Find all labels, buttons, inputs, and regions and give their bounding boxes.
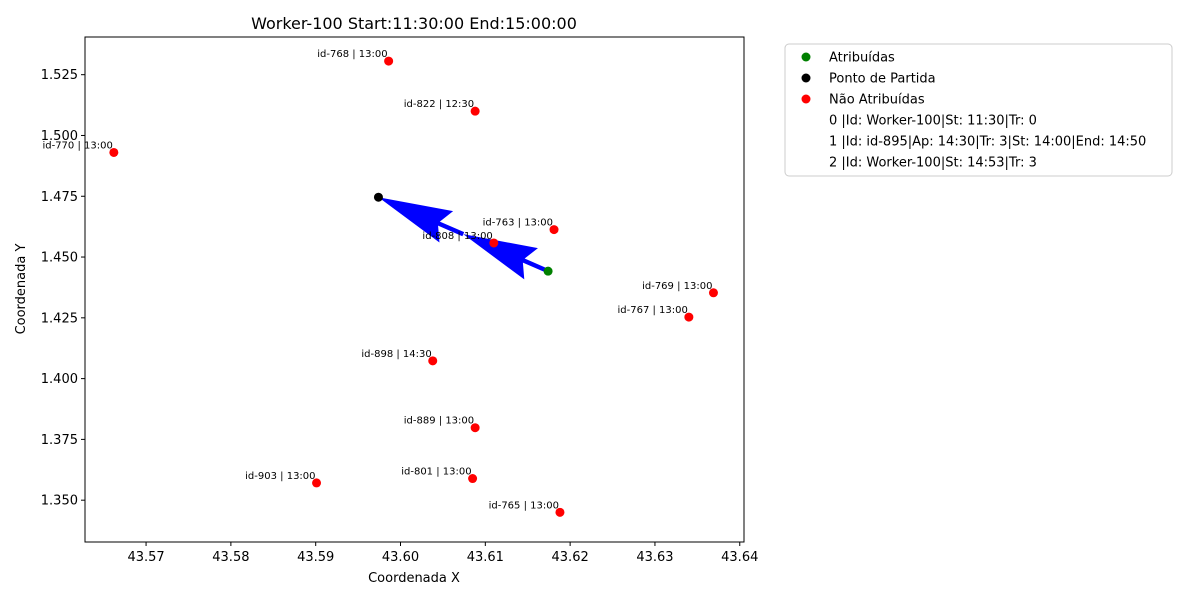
plot-frame (84, 36, 745, 543)
point-label: id-767 | 13:00 (617, 305, 687, 316)
data-point (470, 423, 480, 433)
route-arrows (378, 197, 549, 280)
legend-route-entry: 0 |Id: Worker-100|St: 11:30|Tr: 0 (829, 114, 1037, 129)
legend-entry: Ponto de Partida (829, 72, 936, 87)
y-tick-label: 1.375 (41, 433, 78, 448)
data-point (549, 225, 559, 235)
point-label: id-889 | 13:00 (404, 416, 474, 427)
legend-marker (801, 52, 811, 62)
point-label: id-822 | 12:30 (404, 99, 474, 110)
x-tick-label: 43.58 (212, 550, 249, 565)
x-tick-label: 43.60 (382, 550, 419, 565)
data-point (312, 478, 322, 488)
x-tick-label: 43.62 (552, 550, 589, 565)
point-label: id-763 | 13:00 (483, 218, 553, 229)
data-point (555, 507, 565, 517)
legend-box (784, 43, 1173, 177)
y-tick-label: 1.425 (41, 311, 78, 326)
data-point (468, 474, 478, 484)
data-point (489, 238, 499, 248)
x-axis-ticks: 43.57 43.58 43.59 43.60 43.61 43.62 43.63 43.64 (127, 542, 758, 565)
y-axis-ticks: 1.350 1.375 1.400 1.425 1.450 1.475 1.500 1.525 (41, 68, 85, 509)
chart-title: Worker-100 Start:11:30:00 End:15:00:00 (251, 14, 577, 33)
legend-route-entry: 2 |Id: Worker-100|St: 14:53|Tr: 3 (829, 156, 1037, 171)
y-tick-label: 1.450 (41, 251, 78, 266)
point-label: id-769 | 13:00 (642, 281, 712, 292)
data-point (543, 266, 553, 276)
y-tick-label: 1.350 (41, 494, 78, 509)
point-label: id-768 | 13:00 (317, 49, 387, 60)
legend-route-entry: 1 |Id: id-895|Ap: 14:30|Tr: 3|St: 14:00|… (829, 135, 1146, 150)
data-point (428, 356, 438, 366)
route-arrow (378, 197, 465, 243)
data-point (109, 147, 119, 157)
point-label: id-765 | 13:00 (489, 500, 559, 511)
point-label: id-903 | 13:00 (245, 471, 315, 482)
data-points (109, 56, 718, 517)
x-axis-label: Coordenada X (368, 571, 460, 586)
legend: Atribuídas Ponto de Partida Não Atribuídas… (784, 43, 1173, 177)
y-tick-label: 1.500 (41, 129, 78, 144)
x-tick-label: 43.57 (127, 550, 164, 565)
data-point (384, 56, 394, 66)
x-tick-label: 43.61 (467, 550, 504, 565)
legend-entry: Atribuídas (829, 51, 895, 66)
data-point (684, 312, 694, 322)
point-labels: id-768 | 13:00 id-822 | 12:30 id-770 | 13:… (42, 49, 712, 511)
point-label: id-808 | 13:00 (422, 231, 492, 242)
y-axis-label: Coordenada Y (14, 244, 29, 335)
data-point (470, 106, 480, 116)
y-tick-label: 1.400 (41, 372, 78, 387)
x-tick-label: 43.59 (297, 550, 334, 565)
legend-marker (801, 94, 811, 104)
y-tick-label: 1.475 (41, 190, 78, 205)
legend-entry: Não Atribuídas (829, 93, 925, 108)
legend-marker (801, 73, 811, 83)
x-tick-label: 43.64 (721, 550, 758, 565)
point-label: id-801 | 13:00 (401, 467, 471, 478)
data-point (708, 288, 718, 298)
data-point (373, 192, 383, 202)
route-arrow (463, 234, 549, 280)
y-tick-label: 1.525 (41, 68, 78, 83)
point-label: id-898 | 14:30 (361, 349, 431, 360)
x-tick-label: 43.63 (636, 550, 673, 565)
point-label: id-770 | 13:00 (42, 140, 112, 151)
